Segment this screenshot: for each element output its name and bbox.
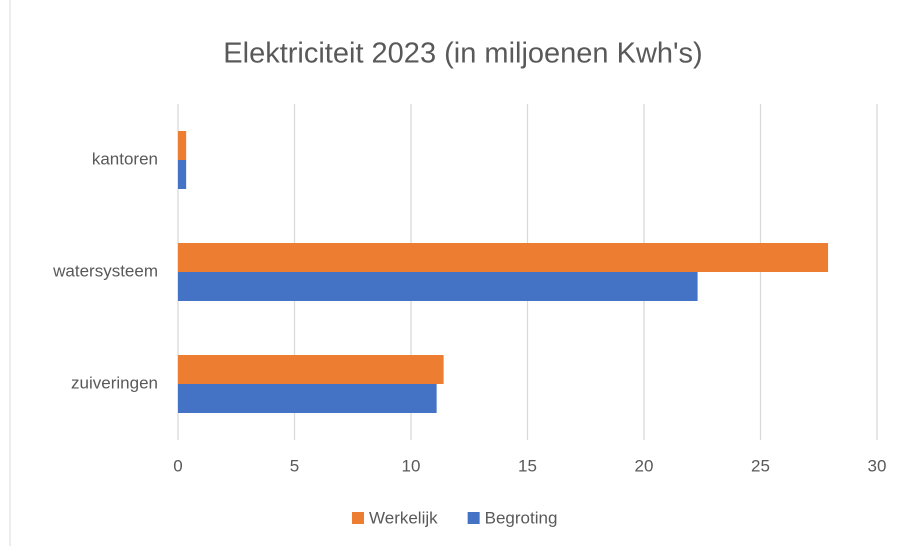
y-tick-label: zuiveringen [71,373,158,392]
x-tick-label: 30 [868,456,887,475]
x-tick-label: 0 [173,456,182,475]
bar [178,160,187,189]
x-tick-label: 25 [751,456,770,475]
legend-swatch [352,512,364,524]
legend-label: Begroting [485,508,558,527]
x-tick-label: 20 [635,456,654,475]
bar [178,355,444,384]
x-tick-label: 10 [402,456,421,475]
x-tick-label: 15 [518,456,537,475]
legend-label: Werkelijk [369,508,438,527]
legend-swatch [467,512,480,524]
chart-title: Elektriciteit 2023 (in miljoenen Kwh's) [223,38,702,70]
y-tick-label: watersysteem [52,261,158,280]
y-tick-label: kantoren [92,149,158,168]
x-tick-label: 5 [290,456,299,475]
bar [178,272,698,301]
bar [178,131,187,160]
bar [178,243,829,272]
bar [178,384,437,413]
